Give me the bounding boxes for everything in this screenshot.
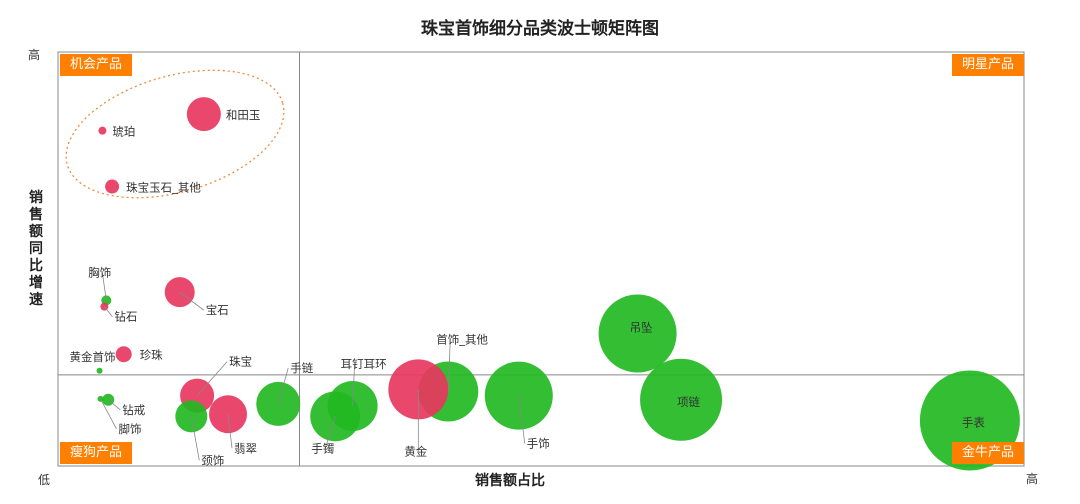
quadrant-label-opportunity: 机会产品: [60, 54, 132, 76]
bubble-label-7: 珍珠: [140, 348, 163, 362]
bubble-label-11: 颈饰: [201, 453, 224, 467]
quadrant-label-dog: 瘦狗产品: [60, 442, 132, 464]
label-leader-5: [104, 307, 112, 317]
bubble-label-16: 首饰_其他: [436, 332, 488, 346]
bubble-label-13: 手链: [290, 361, 313, 375]
bubble-1: [98, 127, 106, 135]
bubble-label-19: 吊坠: [630, 321, 653, 335]
quadrant-label-cash-cow: 金牛产品: [952, 442, 1024, 464]
bubble-0: [187, 97, 221, 131]
bubble-label-12: 翡翠: [234, 441, 257, 455]
bubble-label-9: 脚饰: [119, 422, 142, 436]
bubble-label-5: 钻石: [114, 310, 137, 324]
bubble-label-1: 琥珀: [112, 125, 135, 139]
bubble-label-3: 胸饰: [88, 265, 111, 279]
bubble-label-4: 宝石: [206, 303, 229, 317]
bubble-label-21: 手表: [962, 415, 985, 429]
bubble-label-6: 黄金首饰: [70, 350, 116, 364]
bubble-6: [97, 368, 103, 374]
bubble-label-20: 项链: [677, 395, 700, 409]
bubble-7: [116, 346, 132, 362]
bubble-label-2: 珠宝玉石_其他: [126, 181, 201, 195]
bubble-label-17: 黄金: [404, 444, 427, 458]
bubble-label-0: 和田玉: [226, 108, 261, 122]
bubble-2: [105, 180, 119, 194]
bubble-label-14: 手镯: [311, 441, 334, 455]
bubble-label-18: 手饰: [527, 437, 550, 451]
bubble-label-15: 耳钉耳环: [341, 357, 387, 371]
bubble-label-8: 钻戒: [122, 403, 145, 417]
bubble-label-10: 珠宝: [229, 355, 252, 369]
quadrant-label-star: 明星产品: [952, 54, 1024, 76]
